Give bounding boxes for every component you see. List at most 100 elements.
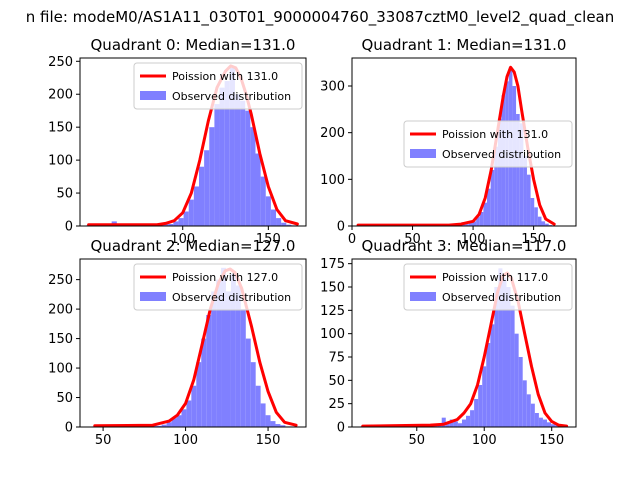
histogram-bar [216, 279, 222, 427]
x-tick-label: 150 [539, 433, 564, 448]
histogram-bar [551, 424, 556, 427]
histogram-bar [514, 333, 519, 427]
histogram-bar [530, 198, 535, 226]
poisson-curve [356, 65, 556, 226]
plot-area [92, 267, 298, 427]
legend-label-poisson: Poission with 131.0 [172, 70, 278, 83]
histogram-bar [519, 123, 524, 226]
histogram-bar [196, 362, 202, 427]
legend-label-poisson: Poission with 117.0 [442, 271, 548, 284]
x-tick-label: 50 [404, 232, 421, 247]
histogram-bar [478, 385, 483, 427]
histogram-bar [186, 400, 192, 427]
legend-label-observed: Observed distribution [442, 148, 561, 161]
histogram-bar [201, 338, 207, 427]
legend: Poission with 127.0 Observed distribution [133, 263, 303, 311]
histogram-bar [472, 221, 477, 226]
histogram-bar [534, 207, 538, 226]
histogram-bar [171, 418, 177, 427]
histogram-bar [497, 118, 502, 226]
histogram-bar [275, 424, 281, 427]
histogram-bar [461, 419, 467, 427]
y-tick-label: 100 [48, 154, 73, 169]
y-tick-label: 75 [328, 351, 345, 366]
legend-box [133, 263, 303, 311]
histogram-bar [546, 422, 552, 427]
x-tick-label: 0 [348, 232, 356, 247]
subplot-title: Quadrant 2: Median=127.0 [91, 237, 296, 255]
histogram-bar [498, 268, 503, 427]
histogram-bar [214, 104, 220, 226]
x-tick-label: 50 [408, 433, 425, 448]
y-tick-label: 200 [48, 88, 73, 103]
y-tick-label: 100 [320, 173, 345, 188]
histogram-bar [542, 419, 547, 427]
x-tick-label: 150 [521, 232, 546, 247]
histogram-bar [280, 425, 286, 427]
axes-frame [351, 258, 577, 428]
histogram-bar [235, 285, 241, 427]
histogram-bar [265, 415, 271, 427]
y-tick-label: 150 [320, 281, 345, 296]
histogram-bar [206, 315, 212, 427]
histogram-bar [255, 385, 261, 427]
subplot-title: Quadrant 3: Median=117.0 [362, 237, 567, 255]
histogram-bar [526, 174, 531, 226]
histogram-bar [173, 221, 179, 226]
x-tick-label: 100 [173, 433, 198, 448]
subplot-title: Quadrant 0: Median=131.0 [91, 36, 296, 54]
y-tick-label: 300 [320, 80, 345, 95]
histogram-bar [490, 170, 495, 226]
y-tick-label: 150 [48, 121, 73, 136]
histogram-bar [183, 211, 189, 226]
legend-bar-swatch [410, 149, 436, 158]
y-tick-label: 0 [65, 421, 73, 436]
y-tick-label: 100 [320, 327, 345, 342]
legend-bar-swatch [140, 292, 166, 301]
histogram-bar [483, 202, 488, 226]
legend-box [403, 263, 573, 311]
legend-box [133, 62, 303, 110]
histogram-bar [457, 423, 462, 427]
y-tick-label: 50 [328, 374, 345, 389]
histogram-bar [286, 224, 292, 226]
histogram-bar [209, 127, 215, 226]
y-tick-label: 50 [56, 391, 73, 406]
histogram-bar [250, 127, 256, 226]
histogram-bar [522, 380, 527, 427]
legend-label-poisson: Poission with 131.0 [442, 128, 548, 141]
axes-frame [79, 258, 307, 428]
legend: Poission with 131.0 Observed distribution [403, 120, 573, 168]
histogram-bar [538, 417, 543, 427]
y-tick-label: 0 [337, 220, 345, 235]
histogram-bar [510, 305, 515, 427]
histogram-bar [537, 216, 542, 226]
y-tick-label: 250 [48, 273, 73, 288]
axes-frame [79, 57, 307, 227]
histogram-bar [260, 176, 266, 226]
histogram-bar [449, 419, 454, 427]
histogram-bar [265, 196, 271, 226]
histogram-bar [518, 357, 523, 427]
histogram-bar [468, 222, 473, 226]
histogram-bar [516, 114, 520, 226]
y-tick-label: 0 [65, 220, 73, 235]
legend-label-observed: Observed distribution [172, 90, 291, 103]
legend-bar-swatch [140, 91, 166, 100]
subplot-0: 100 150 0 50 100 150 200 250 Quadrant 0: Median=… [48, 36, 307, 247]
histogram-bar [156, 425, 162, 427]
histogram-bar [482, 366, 487, 427]
legend: Poission with 131.0 Observed distribution [133, 62, 303, 110]
histogram-bar [494, 146, 498, 226]
y-tick-label: 250 [48, 55, 73, 70]
histogram-bar [453, 421, 458, 427]
histogram-bar [191, 385, 197, 427]
legend-label-poisson: Poission with 127.0 [172, 271, 278, 284]
histogram-bar [221, 267, 226, 427]
y-tick-label: 0 [337, 421, 345, 436]
histogram-bar [230, 273, 236, 427]
histogram-bar [245, 338, 251, 427]
histogram-bar [502, 277, 507, 427]
histogram-bar [506, 287, 511, 427]
histogram-bar [204, 150, 210, 226]
